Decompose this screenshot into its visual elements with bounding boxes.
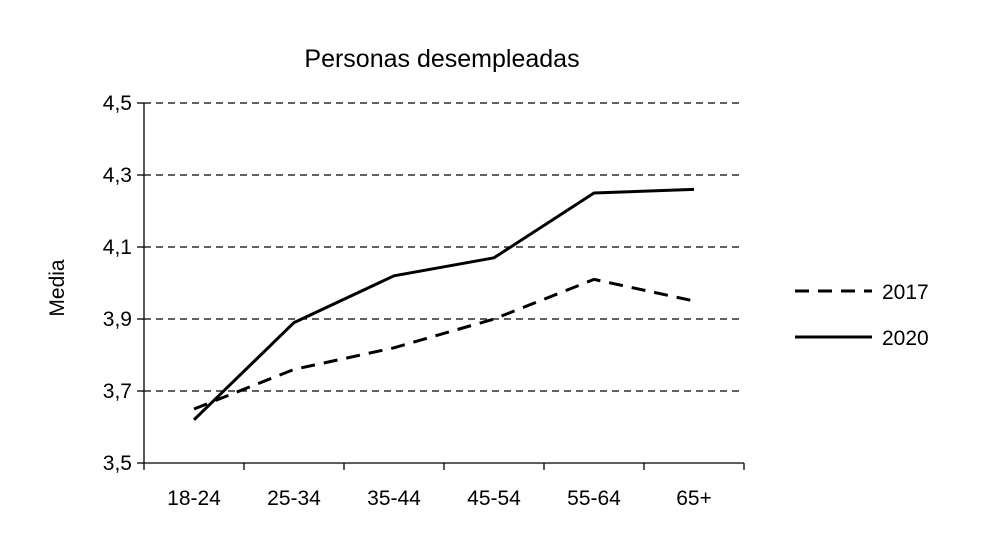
y-tick-label: 4,3: [103, 164, 132, 187]
axes: 3,5 3,7 3,9 4,1 4,3 4,5 18-24 25-34 35-44 45-54 55…: [103, 92, 745, 510]
y-tick-label: 3,7: [103, 380, 132, 403]
legend-label-2017: 2017: [882, 281, 929, 304]
x-tick-label: 25-34: [267, 487, 321, 510]
series-lines: [192, 187, 695, 421]
x-tick-label: 55-64: [567, 487, 621, 510]
x-tick-label: 35-44: [367, 487, 421, 510]
gridlines: [144, 102, 744, 392]
legend-label-2020: 2020: [882, 327, 929, 350]
x-tick-label: 65+: [676, 487, 712, 510]
y-axis-title: Media: [46, 259, 69, 317]
x-tick-label: 45-54: [467, 487, 521, 510]
series-line-2017: [193, 277, 695, 411]
y-tick-label: 3,9: [103, 308, 132, 331]
y-tick-label: 3,5: [103, 452, 132, 475]
y-tick-label: 4,5: [103, 92, 132, 115]
y-tick-label: 4,1: [103, 236, 132, 259]
chart-title: Personas desempleadas: [304, 45, 579, 73]
legend: 2017 2020: [795, 281, 929, 350]
series-line-2020: [192, 187, 695, 421]
x-tick-label: 18-24: [167, 487, 221, 510]
